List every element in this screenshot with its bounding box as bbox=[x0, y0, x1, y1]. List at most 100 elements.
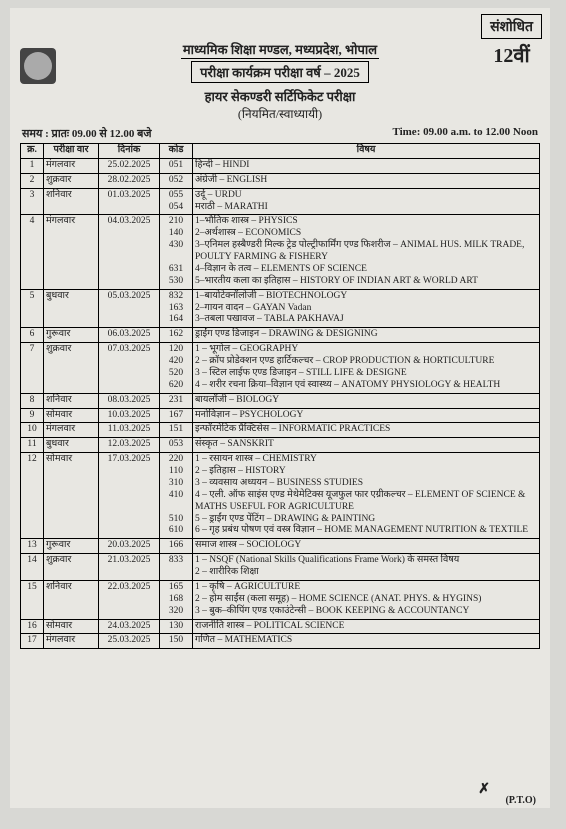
cell-date: 10.03.2025 bbox=[99, 408, 160, 423]
cell-sn: 15 bbox=[21, 580, 44, 619]
col-day: परीक्षा वार bbox=[44, 144, 99, 159]
cell-code: 052 bbox=[160, 173, 193, 188]
col-subject: विषय bbox=[193, 144, 540, 159]
time-right: Time: 09.00 a.m. to 12.00 Noon bbox=[392, 126, 538, 141]
board-logo bbox=[20, 48, 56, 84]
cell-code: 130 bbox=[160, 619, 193, 634]
cell-code: 832163164 bbox=[160, 289, 193, 328]
table-head: क्र. परीक्षा वार दिनांक कोड विषय bbox=[21, 144, 540, 159]
exam-year: परीक्षा कार्यक्रम परीक्षा वर्ष – 2025 bbox=[191, 61, 369, 83]
cell-day: शुक्रवार bbox=[44, 343, 99, 394]
cell-subject: 1–बायोटेक्नॉलोजी – BIOTECHNOLOGY2–गायन व… bbox=[193, 289, 540, 328]
cell-code: 231 bbox=[160, 393, 193, 408]
board-name: माध्यमिक शिक्षा मण्डल, मध्यप्रदेश, भोपाल bbox=[181, 40, 379, 59]
cell-sn: 10 bbox=[21, 423, 44, 438]
cell-subject: समाज शास्त्र – SOCIOLOGY bbox=[193, 539, 540, 554]
cell-date: 25.03.2025 bbox=[99, 634, 160, 649]
cell-subject: राजनीति शास्त्र – POLITICAL SCIENCE bbox=[193, 619, 540, 634]
cell-code: 051 bbox=[160, 158, 193, 173]
cell-subject: 1–भौतिक शास्त्र – PHYSICS2–अर्थशास्त्र –… bbox=[193, 215, 540, 289]
cell-day: शुक्रवार bbox=[44, 554, 99, 581]
cell-date: 21.03.2025 bbox=[99, 554, 160, 581]
cell-date: 04.03.2025 bbox=[99, 215, 160, 289]
cell-sn: 1 bbox=[21, 158, 44, 173]
cell-date: 06.03.2025 bbox=[99, 328, 160, 343]
cell-subject: उर्दू – URDUमराठी – MARATHI bbox=[193, 188, 540, 215]
table-row: 3शनिवार01.03.2025055054उर्दू – URDUमराठी… bbox=[21, 188, 540, 215]
table-row: 13गुरूवार20.03.2025166समाज शास्त्र – SOC… bbox=[21, 539, 540, 554]
table-row: 15शनिवार22.03.20251651683201 – कृषि – AG… bbox=[21, 580, 540, 619]
cell-day: मंगलवार bbox=[44, 423, 99, 438]
exam-name: हायर सेकण्डरी सर्टिफिकेट परीक्षा bbox=[20, 87, 540, 105]
cell-sn: 11 bbox=[21, 438, 44, 453]
cell-date: 08.03.2025 bbox=[99, 393, 160, 408]
table-row: 9सोमवार10.03.2025167मनोविज्ञान – PSYCHOL… bbox=[21, 408, 540, 423]
cell-sn: 3 bbox=[21, 188, 44, 215]
cell-subject: 1 – भूगोल – GEOGRAPHY2 – क्रॉप प्रोडेक्श… bbox=[193, 343, 540, 394]
cell-date: 01.03.2025 bbox=[99, 188, 160, 215]
revised-label: संशोधित bbox=[481, 14, 542, 39]
cell-subject: मनोविज्ञान – PSYCHOLOGY bbox=[193, 408, 540, 423]
cell-day: शनिवार bbox=[44, 580, 99, 619]
cell-day: सोमवार bbox=[44, 408, 99, 423]
cell-subject: अंग्रेजी – ENGLISH bbox=[193, 173, 540, 188]
cell-sn: 12 bbox=[21, 453, 44, 539]
cell-date: 20.03.2025 bbox=[99, 539, 160, 554]
cell-date: 28.02.2025 bbox=[99, 173, 160, 188]
cell-subject: ड्राईंग एण्ड डिजाइन – DRAWING & DESIGNIN… bbox=[193, 328, 540, 343]
cell-date: 17.03.2025 bbox=[99, 453, 160, 539]
cross-mark: ✗ bbox=[478, 781, 490, 798]
exam-mode: (नियमित/स्वाध्यायी) bbox=[20, 105, 540, 122]
page: संशोधित 12वीं माध्यमिक शिक्षा मण्डल, मध्… bbox=[10, 8, 550, 808]
cell-subject: 1 – NSQF (National Skills Qualifications… bbox=[193, 554, 540, 581]
cell-code: 053 bbox=[160, 438, 193, 453]
time-left: समय : प्रातः 09.00 से 12.00 बजे bbox=[22, 126, 152, 141]
cell-day: मंगलवार bbox=[44, 634, 99, 649]
cell-subject: संस्कृत – SANSKRIT bbox=[193, 438, 540, 453]
cell-code: 150 bbox=[160, 634, 193, 649]
col-code: कोड bbox=[160, 144, 193, 159]
cell-day: शनिवार bbox=[44, 188, 99, 215]
table-row: 7शुक्रवार07.03.20251204205206201 – भूगोल… bbox=[21, 343, 540, 394]
cell-sn: 5 bbox=[21, 289, 44, 328]
cell-code: 220110310410 510610 bbox=[160, 453, 193, 539]
cell-subject: गणित – MATHEMATICS bbox=[193, 634, 540, 649]
cell-date: 24.03.2025 bbox=[99, 619, 160, 634]
cell-code: 151 bbox=[160, 423, 193, 438]
cell-day: सोमवार bbox=[44, 619, 99, 634]
table-row: 16सोमवार24.03.2025130राजनीति शास्त्र – P… bbox=[21, 619, 540, 634]
cell-code: 165168320 bbox=[160, 580, 193, 619]
col-sn: क्र. bbox=[21, 144, 44, 159]
pto-label: (P.T.O) bbox=[505, 795, 536, 806]
cell-day: बुधवार bbox=[44, 438, 99, 453]
cell-code: 162 bbox=[160, 328, 193, 343]
cell-day: गुरूवार bbox=[44, 328, 99, 343]
table-row: 14शुक्रवार21.03.20258331 – NSQF (Nationa… bbox=[21, 554, 540, 581]
table-row: 10मंगलवार11.03.2025151इन्फॉरमेटिक प्रैक्… bbox=[21, 423, 540, 438]
cell-date: 12.03.2025 bbox=[99, 438, 160, 453]
cell-date: 22.03.2025 bbox=[99, 580, 160, 619]
class-label: 12वीं bbox=[481, 41, 542, 68]
cell-sn: 8 bbox=[21, 393, 44, 408]
table-row: 17मंगलवार25.03.2025150गणित – MATHEMATICS bbox=[21, 634, 540, 649]
table-row: 2शुक्रवार28.02.2025052अंग्रेजी – ENGLISH bbox=[21, 173, 540, 188]
cell-code: 167 bbox=[160, 408, 193, 423]
table-row: 12सोमवार17.03.2025220110310410 5106101 –… bbox=[21, 453, 540, 539]
cell-sn: 6 bbox=[21, 328, 44, 343]
col-date: दिनांक bbox=[99, 144, 160, 159]
schedule-table: क्र. परीक्षा वार दिनांक कोड विषय 1 मंगलवा… bbox=[20, 143, 540, 649]
cell-date: 25.02.2025 bbox=[99, 158, 160, 173]
cell-date: 05.03.2025 bbox=[99, 289, 160, 328]
table-row: 11बुधवार12.03.2025053संस्कृत – SANSKRIT bbox=[21, 438, 540, 453]
cell-sn: 2 bbox=[21, 173, 44, 188]
header: माध्यमिक शिक्षा मण्डल, मध्यप्रदेश, भोपाल… bbox=[20, 40, 540, 122]
table-row: 8शनिवार08.03.2025231बायलॉजी – BIOLOGY bbox=[21, 393, 540, 408]
cell-sn: 16 bbox=[21, 619, 44, 634]
top-right-banner: संशोधित 12वीं bbox=[481, 14, 542, 68]
cell-date: 11.03.2025 bbox=[99, 423, 160, 438]
cell-subject: हिन्दी – HINDI bbox=[193, 158, 540, 173]
table-row: 5बुधवार05.03.20258321631641–बायोटेक्नॉलो… bbox=[21, 289, 540, 328]
cell-sn: 13 bbox=[21, 539, 44, 554]
cell-day: बुधवार bbox=[44, 289, 99, 328]
cell-sn: 9 bbox=[21, 408, 44, 423]
